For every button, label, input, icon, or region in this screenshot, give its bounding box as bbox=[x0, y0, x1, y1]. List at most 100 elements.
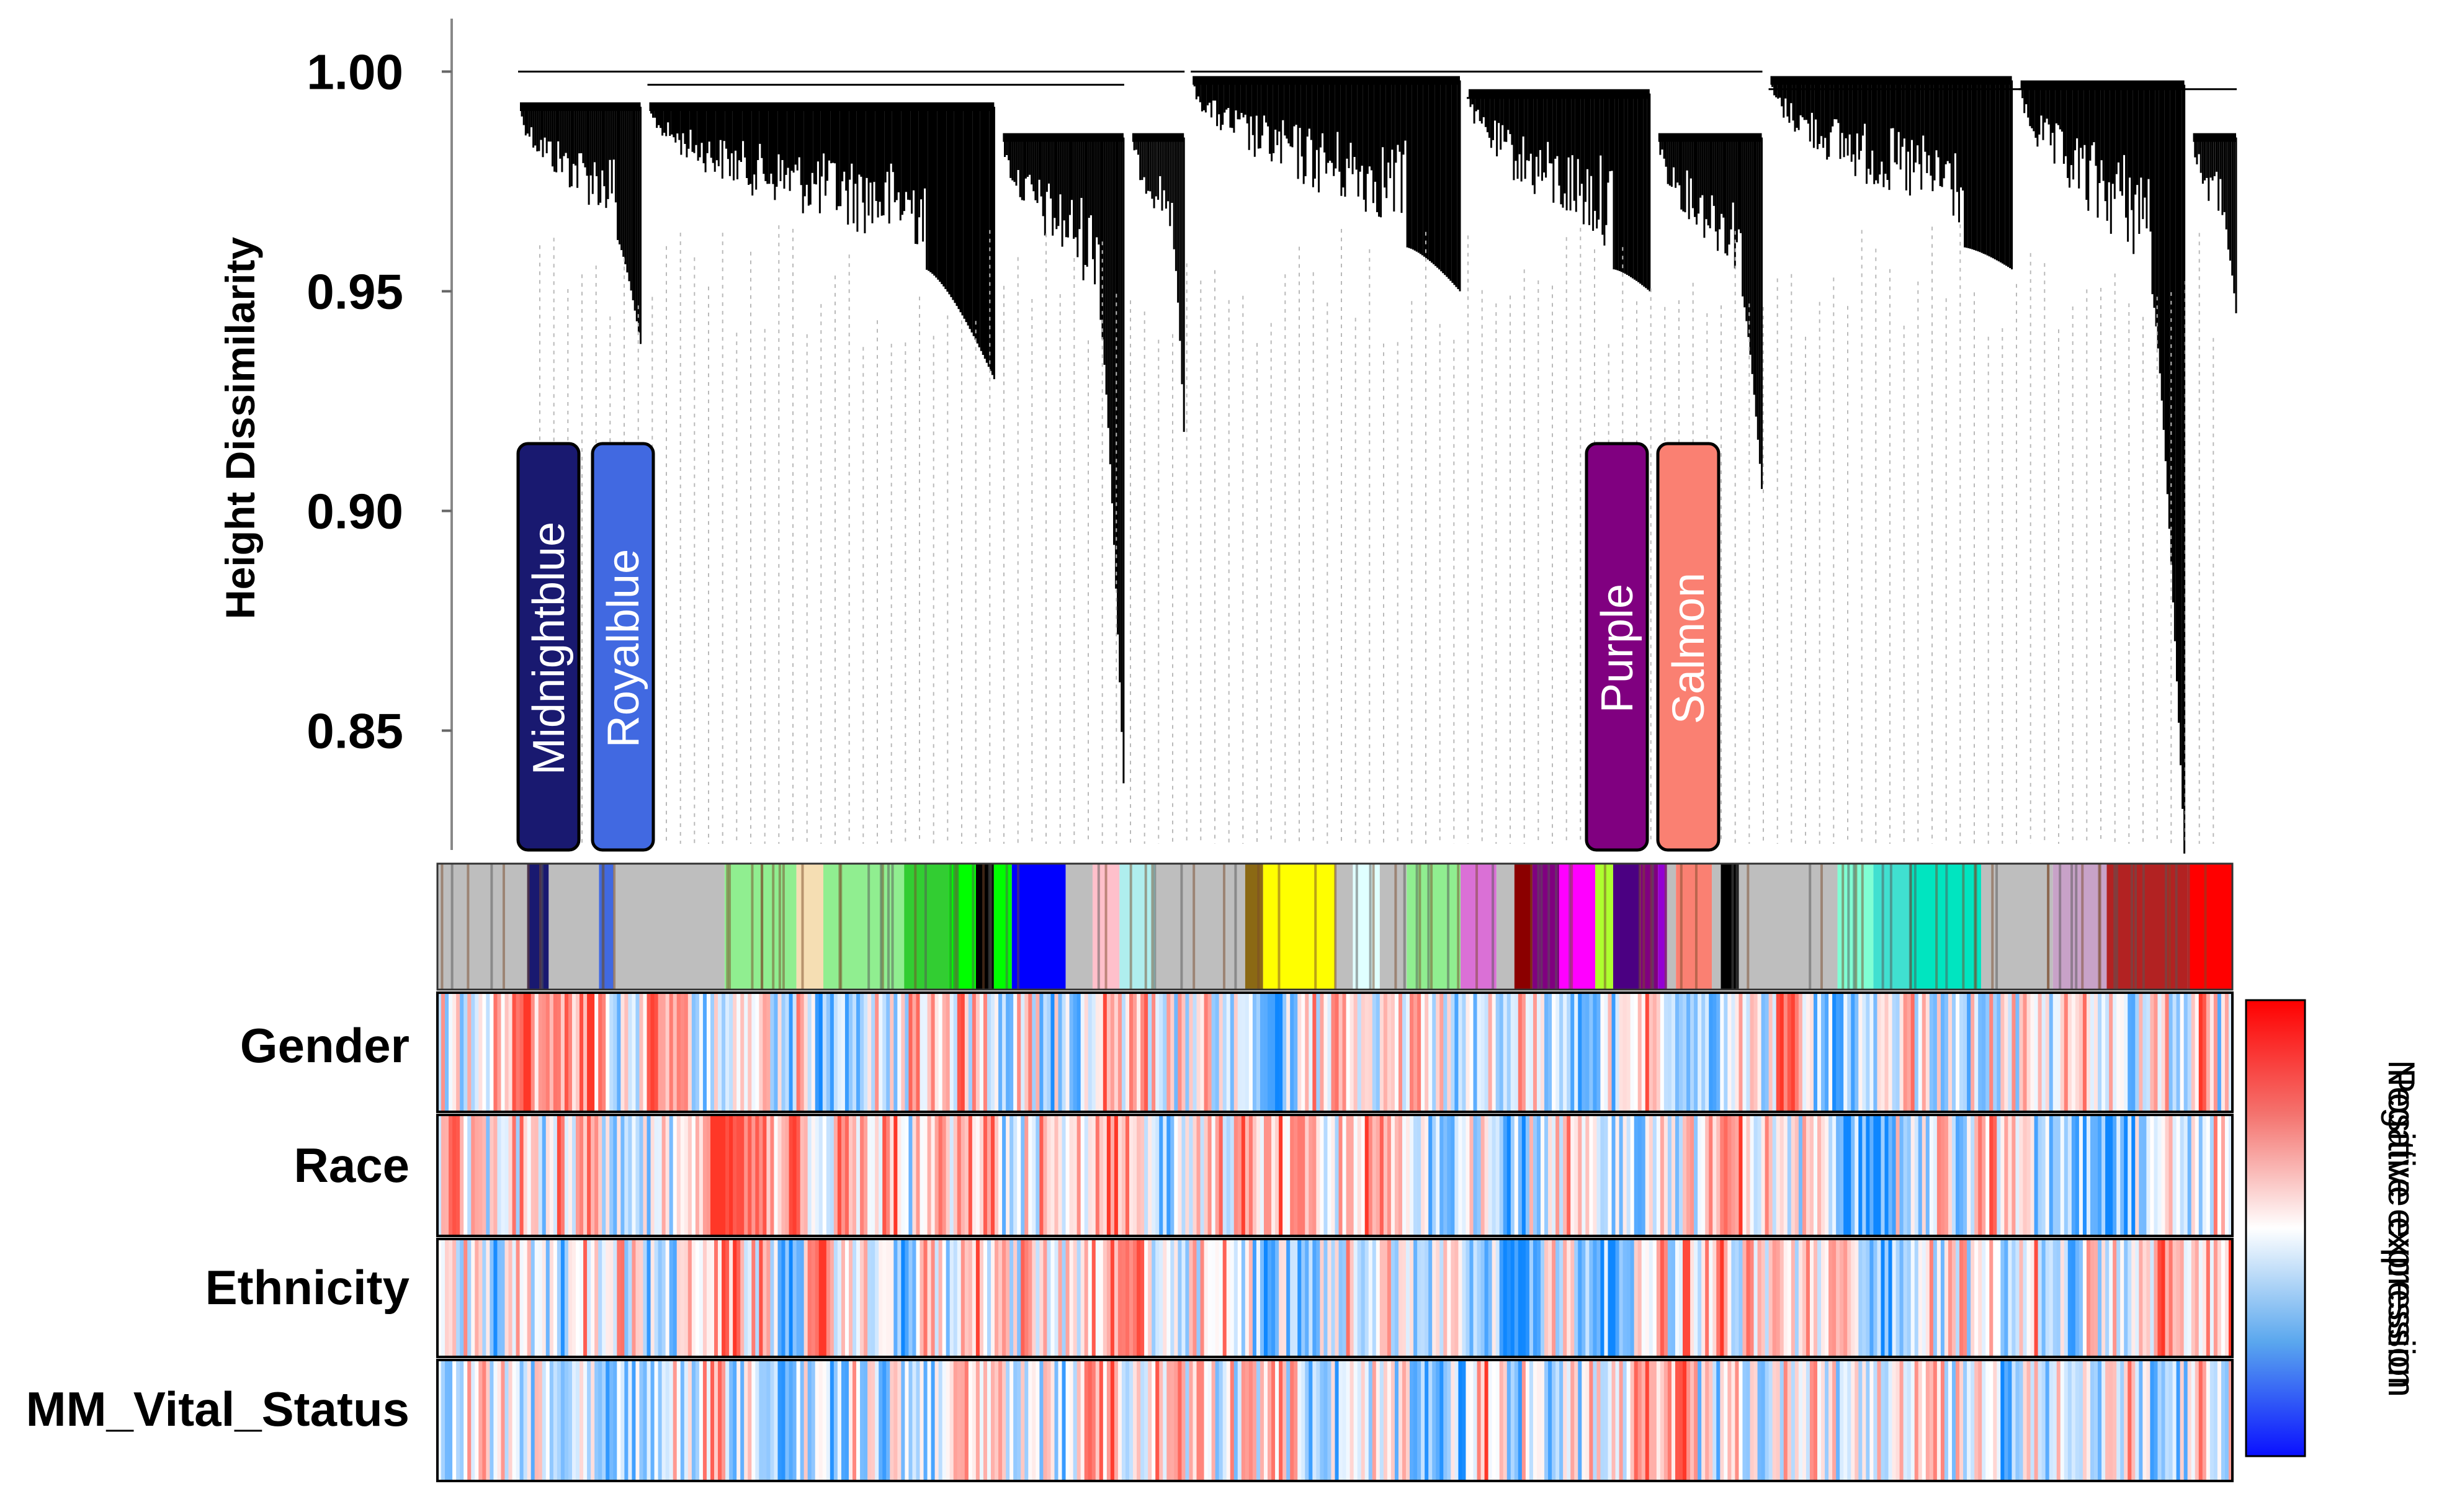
heatmap-cell bbox=[669, 1360, 674, 1481]
heatmap-cell bbox=[1724, 1115, 1728, 1236]
heatmap-cell bbox=[1663, 1360, 1668, 1481]
heatmap-cell bbox=[853, 1239, 857, 1357]
module-stripe bbox=[467, 864, 470, 990]
heatmap-cell bbox=[1279, 993, 1283, 1112]
heatmap-cell bbox=[1903, 993, 1908, 1112]
heatmap-cell bbox=[1578, 993, 1582, 1112]
heatmap-cell bbox=[979, 1239, 984, 1357]
heatmap-cell bbox=[2098, 993, 2102, 1112]
module-color-segment bbox=[1407, 864, 1461, 990]
heatmap-cell bbox=[931, 993, 936, 1112]
heatmap-cell bbox=[1753, 1239, 1758, 1357]
heatmap-cell bbox=[1047, 993, 1052, 1112]
heatmap-cell bbox=[486, 1115, 490, 1236]
heatmap-cell bbox=[2157, 993, 2162, 1112]
heatmap-cell bbox=[1410, 1360, 1414, 1481]
heatmap-cell bbox=[2086, 993, 2091, 1112]
heatmap-cell bbox=[1914, 1360, 1919, 1481]
heatmap-cell bbox=[1368, 1115, 1373, 1236]
heatmap-cell bbox=[587, 1239, 591, 1357]
heatmap-row-frame bbox=[436, 991, 2234, 1113]
module-stripe bbox=[1555, 864, 1558, 990]
heatmap-cell bbox=[1032, 1239, 1036, 1357]
heatmap-cell bbox=[1552, 1115, 1556, 1236]
heatmap-cell bbox=[583, 1239, 588, 1357]
heatmap-cell bbox=[1207, 1239, 1212, 1357]
heatmap-cell bbox=[1084, 1115, 1089, 1236]
heatmap-cell bbox=[1529, 993, 1534, 1112]
heatmap-cell bbox=[1634, 1115, 1639, 1236]
heatmap-cell bbox=[890, 993, 894, 1112]
heatmap-cell bbox=[1918, 1239, 1923, 1357]
heatmap-cell bbox=[620, 1360, 625, 1481]
heatmap-cell bbox=[613, 1360, 617, 1481]
dendrogram-branch bbox=[2193, 133, 2237, 313]
dendrogram-leaves bbox=[1659, 137, 1763, 490]
dendrogram-leaves bbox=[1771, 80, 2013, 270]
heatmap-cell bbox=[1252, 1360, 1257, 1481]
heatmap-cell bbox=[501, 1239, 506, 1357]
heatmap-cell bbox=[960, 1360, 965, 1481]
heatmap-cell bbox=[1248, 1239, 1253, 1357]
heatmap-cell bbox=[456, 1115, 460, 1236]
heatmap-cell bbox=[987, 1239, 991, 1357]
heatmap-cell bbox=[1009, 993, 1014, 1112]
heatmap-cell bbox=[643, 1115, 648, 1236]
heatmap-cell bbox=[1222, 1115, 1227, 1236]
heatmap-cell bbox=[975, 1115, 980, 1236]
dendrogram-branch bbox=[1193, 76, 1461, 292]
heatmap-cell bbox=[1967, 993, 1971, 1112]
heatmap-cell bbox=[1608, 1360, 1613, 1481]
heatmap-cell bbox=[1525, 1115, 1530, 1236]
heatmap-cell bbox=[1705, 1115, 1709, 1236]
heatmap-cell bbox=[2228, 1115, 2233, 1236]
heatmap-cell bbox=[1615, 1360, 1620, 1481]
heatmap-cell bbox=[1877, 1360, 1882, 1481]
heatmap-cell bbox=[1809, 993, 1814, 1112]
heatmap-cell bbox=[1817, 993, 1822, 1112]
module-color-segment bbox=[1712, 864, 1721, 990]
module-stripe bbox=[2168, 864, 2171, 990]
heatmap-cell bbox=[560, 1239, 565, 1357]
heatmap-cell bbox=[699, 1239, 704, 1357]
heatmap-cell bbox=[628, 1115, 633, 1236]
heatmap-cell bbox=[553, 1239, 558, 1357]
module-label-text: Royalblue bbox=[599, 549, 648, 748]
heatmap-cell bbox=[1394, 993, 1399, 1112]
heatmap-cell bbox=[654, 1360, 659, 1481]
heatmap-cell bbox=[751, 1239, 756, 1357]
heatmap-cell bbox=[2045, 993, 2050, 1112]
heatmap-cell bbox=[2026, 1115, 2031, 1236]
heatmap-cell bbox=[860, 1115, 864, 1236]
heatmap-cell bbox=[1858, 1239, 1863, 1357]
heatmap-cell bbox=[1997, 1360, 2001, 1481]
heatmap-cell bbox=[1862, 1360, 1866, 1481]
heatmap-cell bbox=[1667, 1360, 1672, 1481]
heatmap-cell bbox=[1963, 993, 1967, 1112]
heatmap-cell bbox=[2000, 1115, 2005, 1236]
heatmap-cell bbox=[1933, 1239, 1938, 1357]
heatmap-cell bbox=[1137, 1360, 1141, 1481]
heatmap-cell bbox=[1817, 1360, 1822, 1481]
heatmap-cell bbox=[1357, 1360, 1362, 1481]
heatmap-cell bbox=[1193, 993, 1197, 1112]
heatmap-cell bbox=[912, 1115, 917, 1236]
heatmap-cell bbox=[1698, 993, 1702, 1112]
heatmap-cell bbox=[2187, 993, 2192, 1112]
heatmap-cell bbox=[964, 1239, 969, 1357]
heatmap-cell bbox=[1660, 1115, 1665, 1236]
dendrogram bbox=[518, 70, 2237, 854]
heatmap-cell bbox=[1372, 993, 1377, 1112]
heatmap-cell bbox=[1406, 1115, 1410, 1236]
heatmap-cell bbox=[2064, 1115, 2069, 1236]
heatmap-cell bbox=[1997, 1239, 2001, 1357]
heatmap-cell bbox=[1596, 1115, 1601, 1236]
heatmap-cell bbox=[669, 1115, 674, 1236]
heatmap-cell bbox=[2124, 1360, 2128, 1481]
heatmap-cell bbox=[871, 993, 875, 1112]
heatmap-cell bbox=[542, 1360, 547, 1481]
heatmap-cell bbox=[1039, 993, 1044, 1112]
heatmap-cell bbox=[1036, 1239, 1040, 1357]
heatmap-cell bbox=[1222, 993, 1227, 1112]
heatmap-cell bbox=[519, 993, 524, 1112]
